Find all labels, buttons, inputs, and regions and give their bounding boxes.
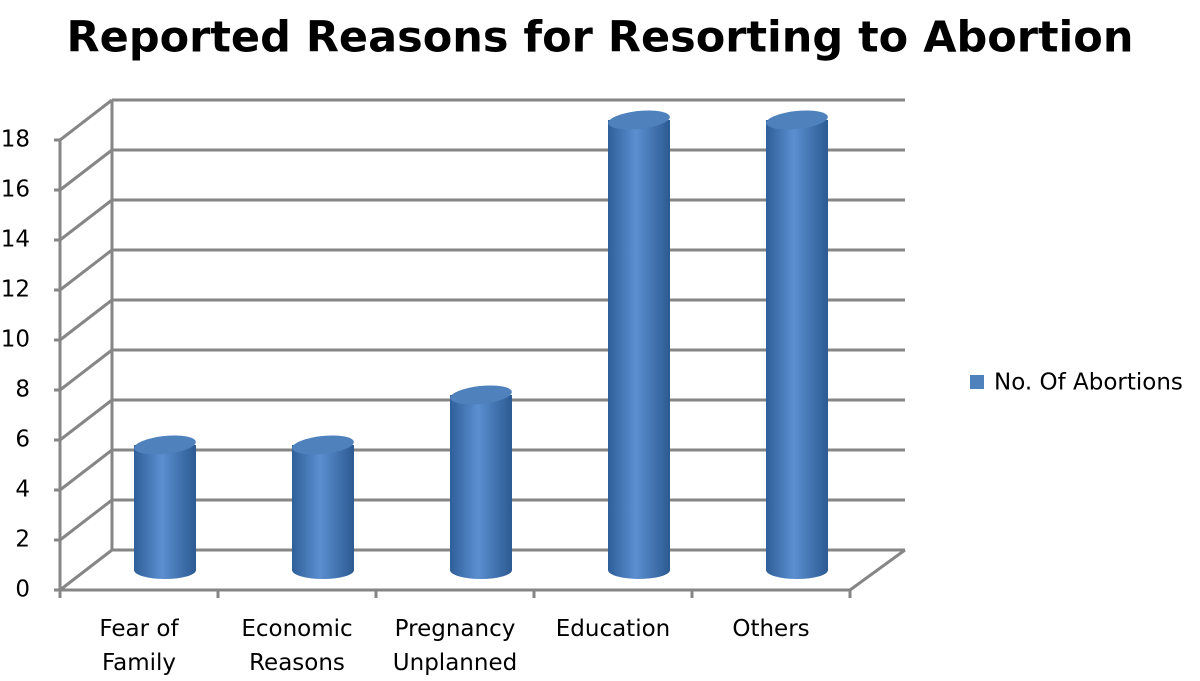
y-tick-label: 14: [1, 227, 30, 253]
grid-line: [59, 98, 113, 142]
grid-line: [59, 548, 113, 592]
bar: [134, 435, 196, 579]
bar-body: [450, 395, 512, 579]
frame: [58, 100, 906, 592]
chart-title: Reported Reasons for Resorting to Aborti…: [67, 13, 1134, 63]
bar: [608, 110, 670, 579]
grid-line: [59, 348, 113, 392]
bar-body: [608, 120, 670, 579]
x-tick-label: Education: [555, 616, 671, 642]
grid-line: [59, 298, 113, 342]
x-tick-label: Economic Reasons: [241, 616, 353, 676]
bar: [292, 435, 354, 579]
y-tick-label: 2: [15, 527, 30, 553]
x-tick-label: Others: [732, 616, 810, 642]
y-tick-label: 18: [1, 127, 30, 153]
bar-top: [292, 435, 354, 455]
bar: [450, 385, 512, 579]
y-tick-label: 4: [15, 477, 30, 503]
x-tick-label: Pregnancy Unplanned: [392, 616, 518, 676]
bar-top: [450, 385, 512, 405]
bar-body: [134, 445, 196, 579]
legend-swatch: [970, 375, 984, 389]
bar-body: [766, 120, 828, 579]
bar: [766, 110, 828, 579]
legend-label: No. Of Abortions: [994, 370, 1183, 396]
grid-line: [59, 148, 113, 192]
bar-top: [134, 435, 196, 455]
bar-top: [608, 110, 670, 130]
y-tick-label: 8: [15, 377, 30, 403]
y-tick-label: 10: [1, 327, 30, 353]
grid-line: [59, 448, 113, 492]
y-tick-label: 0: [15, 577, 30, 603]
y-tick-label: 16: [1, 177, 30, 203]
grid-line: [59, 398, 113, 442]
grid-line: [59, 498, 113, 542]
grid-line: [59, 248, 113, 292]
y-tick-label: 12: [1, 277, 30, 303]
bar-top: [766, 110, 828, 130]
bar-body: [292, 445, 354, 579]
x-tick-label: Fear of Family: [99, 616, 179, 676]
y-tick-label: 6: [15, 427, 30, 453]
grid-line: [59, 198, 113, 242]
floor-right: [849, 548, 906, 592]
